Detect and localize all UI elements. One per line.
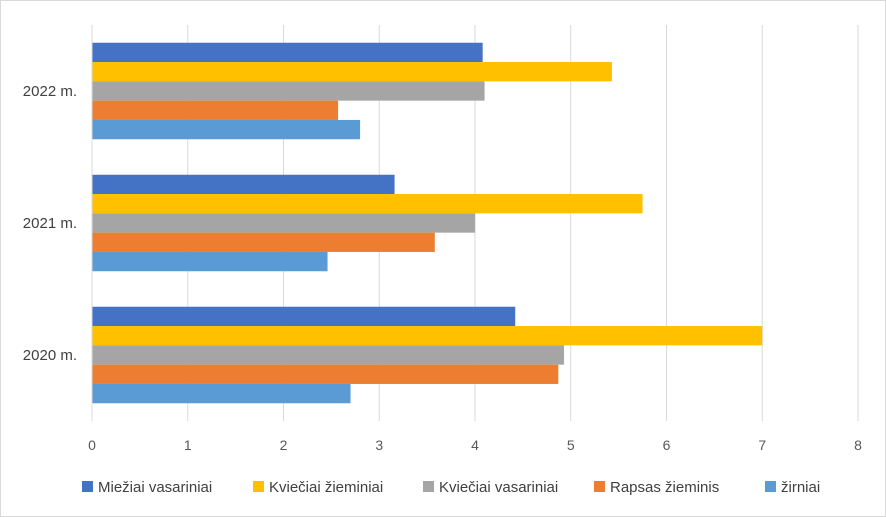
x-tick-label: 4 [471,437,479,453]
legend: Miežiai vasariniai Kviečiai žieminiai Kvie… [82,479,820,496]
bar [92,345,565,365]
legend-swatch [594,481,605,492]
bar [92,326,763,346]
bar [92,251,328,272]
x-tick-label: 8 [854,437,862,453]
bar [92,383,351,404]
bars [92,42,763,404]
x-tick-label: 7 [758,437,766,453]
bar [92,364,559,384]
legend-swatch [253,481,264,492]
legend-swatch [765,481,776,492]
legend-label: Kviečiai žieminiai [269,479,383,496]
bar [92,174,395,195]
legend-label: Kviečiai vasariniai [439,479,558,496]
x-tick-label: 3 [375,437,383,453]
legend-swatch [423,481,434,492]
bar [92,194,643,214]
bar [92,81,485,101]
legend-swatch [82,481,93,492]
x-tick-label: 1 [184,437,192,453]
legend-label: žirniai [781,479,820,496]
x-tick-label: 5 [567,437,575,453]
x-tick-label: 0 [88,437,96,453]
legend-label: Miežiai vasariniai [98,479,212,496]
x-tick-label: 6 [663,437,671,453]
bar [92,62,612,82]
category-label: 2021 m. [23,215,77,232]
bar [92,42,483,63]
bar [92,306,516,327]
bar [92,232,435,252]
bar [92,119,361,140]
axes: 0 1 2 3 4 5 6 7 8 2020 m. 2021 m. 2022 m. [23,25,862,453]
category-label: 2020 m. [23,347,77,364]
bar [92,213,475,233]
x-tick-label: 2 [280,437,288,453]
category-label: 2022 m. [23,83,77,100]
bar [92,100,339,120]
legend-label: Rapsas žieminis [610,479,719,496]
